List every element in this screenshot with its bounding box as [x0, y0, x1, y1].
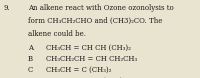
Text: CH₃CH = CH CH (CH₃)₂: CH₃CH = CH CH (CH₃)₂: [46, 44, 131, 52]
Text: alkene could be.: alkene could be.: [28, 30, 86, 38]
Text: C: C: [28, 66, 33, 74]
Text: 9.: 9.: [4, 4, 11, 12]
Text: CH₃CH₂CH = C (CH₃)₂: CH₃CH₂CH = C (CH₃)₂: [46, 77, 125, 78]
Text: D: D: [28, 77, 34, 78]
Text: B: B: [28, 55, 33, 63]
Text: A: A: [28, 44, 33, 52]
Text: An alkene react with Ozone ozonolysis to: An alkene react with Ozone ozonolysis to: [28, 4, 174, 12]
Text: CH₃CH = C (CH₃)₂: CH₃CH = C (CH₃)₂: [46, 66, 111, 74]
Text: form CH₃CH₂CHO and (CH3)₂CO. The: form CH₃CH₂CHO and (CH3)₂CO. The: [28, 17, 162, 25]
Text: CH₃CH₂CH = CH CH₂CH₃: CH₃CH₂CH = CH CH₂CH₃: [46, 55, 137, 63]
